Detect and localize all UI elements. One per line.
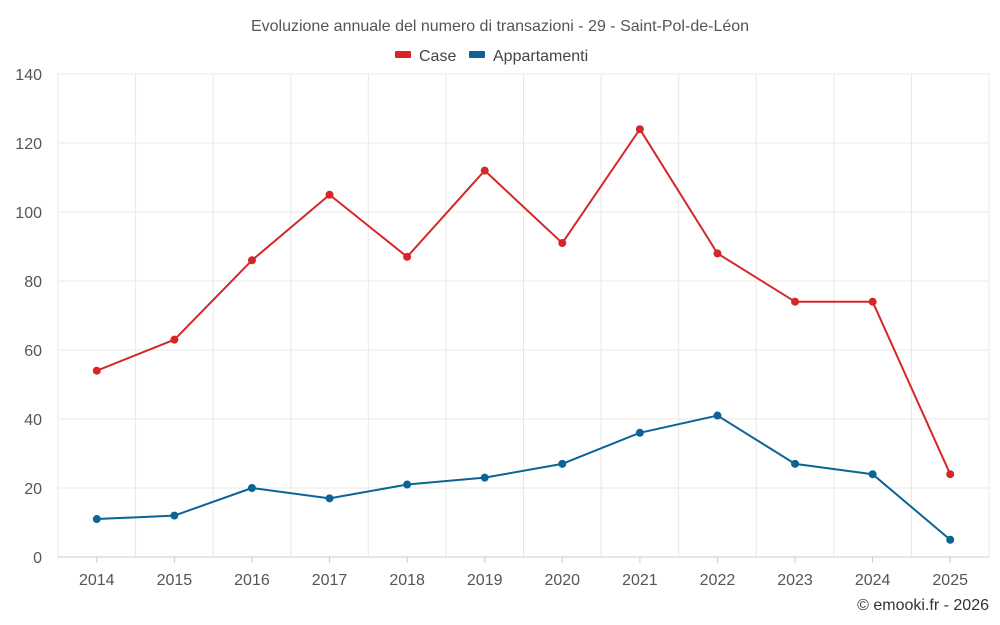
data-point-appartamenti[interactable]	[247, 484, 256, 492]
data-point-appartamenti[interactable]	[403, 480, 412, 489]
data-point-appartamenti[interactable]	[325, 494, 334, 503]
x-tick-label: 2022	[700, 572, 736, 589]
x-axis: 2014 2015 2016 2017 2018 2019 2020 2021 2022 2023…	[58, 556, 989, 589]
data-point-case[interactable]	[558, 239, 567, 248]
data-point-appartamenti[interactable]	[170, 511, 179, 520]
data-point-appartamenti[interactable]	[558, 459, 567, 468]
data-point-case[interactable]	[946, 470, 955, 479]
data-point-appartamenti[interactable]	[946, 535, 955, 544]
legend-item-appartamenti[interactable]: Appartamenti	[469, 48, 588, 65]
y-tick-label: 0	[33, 550, 42, 567]
legend-label-appartamenti: Appartamenti	[493, 48, 588, 65]
x-tick-label: 2017	[312, 572, 348, 589]
data-point-appartamenti[interactable]	[480, 473, 489, 482]
legend-swatch-case	[395, 51, 411, 58]
x-tick-label: 2016	[234, 572, 270, 589]
y-tick-label: 140	[15, 67, 42, 84]
series	[92, 125, 955, 544]
data-point-case[interactable]	[791, 297, 800, 306]
y-tick-label: 20	[24, 481, 42, 498]
grid	[57, 73, 990, 557]
y-tick-label: 60	[24, 343, 42, 360]
data-point-case[interactable]	[713, 249, 722, 258]
x-tick-label: 2019	[467, 572, 503, 589]
data-point-case[interactable]	[480, 166, 489, 175]
data-point-case[interactable]	[635, 125, 644, 134]
data-point-case[interactable]	[403, 252, 412, 261]
series-line-case	[96, 128, 952, 475]
y-axis: 0 20 40 60 80 100 120 140	[15, 67, 42, 567]
y-tick-label: 80	[24, 274, 42, 291]
x-tick-label: 2025	[932, 572, 968, 589]
data-point-case[interactable]	[247, 256, 256, 265]
legend-swatch-appartamenti	[469, 51, 485, 58]
chart-title: Evoluzione annuale del numero di transaz…	[251, 18, 749, 35]
series-appartamenti	[92, 411, 955, 544]
x-tick-label: 2021	[622, 572, 658, 589]
x-tick-label: 2018	[389, 572, 425, 589]
data-point-appartamenti[interactable]	[868, 470, 877, 479]
x-tick-label: 2023	[777, 572, 813, 589]
legend-item-case[interactable]: Case	[395, 48, 456, 65]
y-tick-label: 40	[24, 412, 42, 429]
x-tick-label: 2020	[544, 572, 580, 589]
data-point-appartamenti[interactable]	[791, 459, 800, 468]
series-case	[92, 125, 955, 479]
data-point-case[interactable]	[868, 297, 877, 306]
data-point-appartamenti[interactable]	[92, 515, 101, 524]
data-point-appartamenti[interactable]	[635, 428, 644, 437]
x-tick-label: 2015	[157, 572, 193, 589]
chart-credit: © emooki.fr - 2026	[857, 597, 989, 614]
legend: Case Appartamenti	[395, 48, 588, 65]
x-tick-label: 2024	[855, 572, 891, 589]
x-tick-label: 2014	[79, 572, 115, 589]
data-point-case[interactable]	[170, 335, 179, 344]
series-line-appartamenti	[96, 414, 951, 541]
legend-label-case: Case	[419, 48, 456, 65]
y-tick-label: 100	[15, 205, 42, 222]
data-point-appartamenti[interactable]	[713, 411, 722, 420]
y-tick-label: 120	[15, 136, 42, 153]
data-point-case[interactable]	[325, 190, 334, 199]
data-point-case[interactable]	[92, 366, 101, 375]
